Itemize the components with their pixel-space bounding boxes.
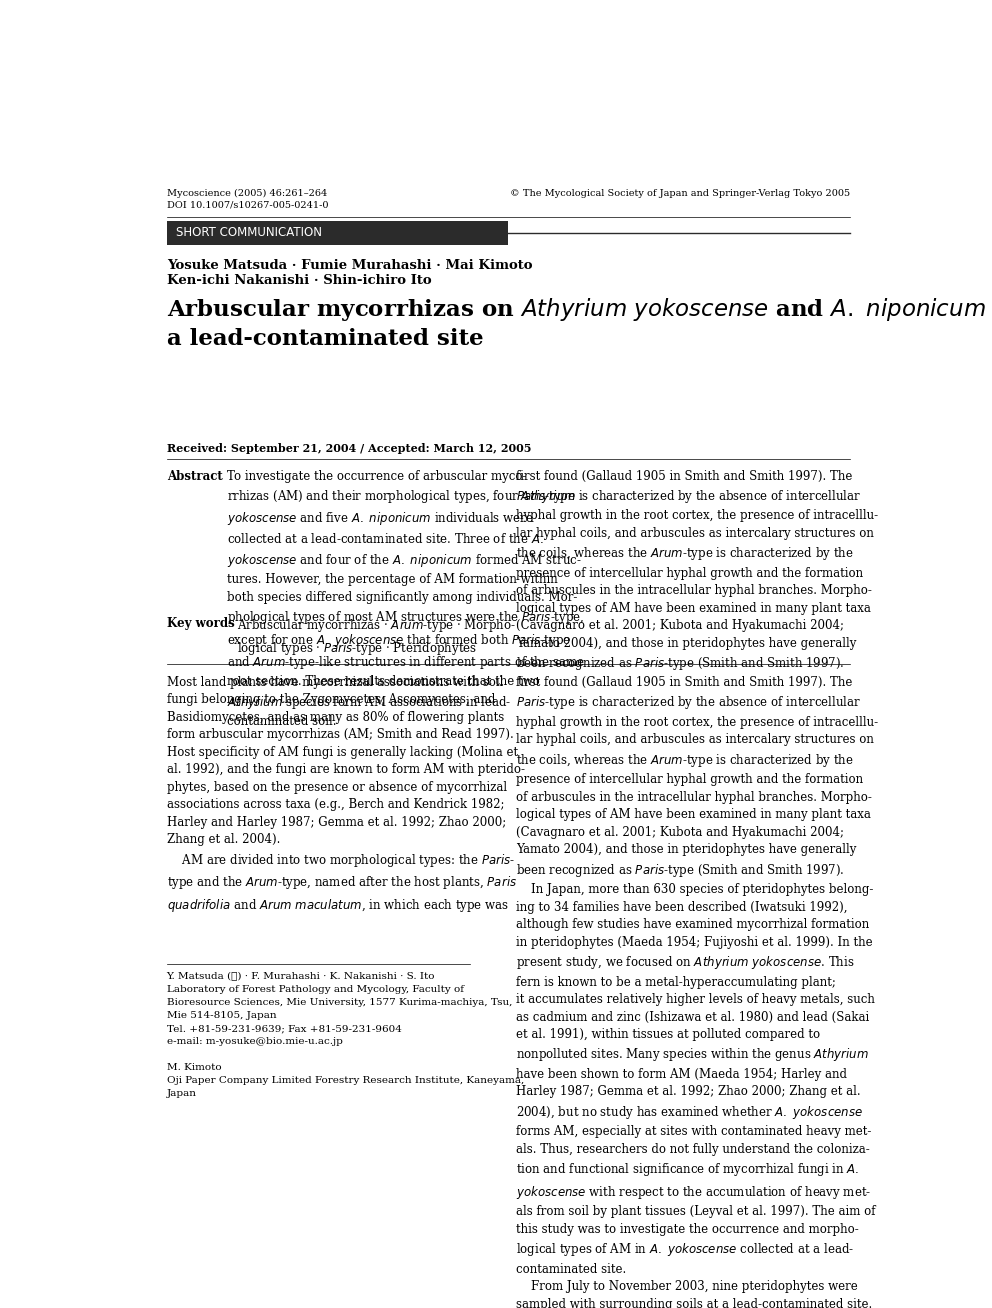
Text: Mycoscience (2005) 46:261–264: Mycoscience (2005) 46:261–264 — [167, 190, 327, 199]
Text: Laboratory of Forest Pathology and Mycology, Faculty of: Laboratory of Forest Pathology and Mycol… — [167, 985, 463, 994]
Text: Most land plants have mycorrhizal associations with soil
fungi belonging to the : Most land plants have mycorrhizal associ… — [167, 676, 525, 914]
Text: Received: September 21, 2004 / Accepted: March 12, 2005: Received: September 21, 2004 / Accepted:… — [167, 443, 531, 454]
Text: Tel. +81-59-231-9639; Fax +81-59-231-9604: Tel. +81-59-231-9639; Fax +81-59-231-960… — [167, 1024, 402, 1033]
Text: SHORT COMMUNICATION: SHORT COMMUNICATION — [176, 226, 321, 239]
Text: Bioresource Sciences, Mie University, 1577 Kurima-machiya, Tsu,: Bioresource Sciences, Mie University, 15… — [167, 998, 512, 1007]
Text: Oji Paper Company Limited Forestry Research Institute, Kaneyama,: Oji Paper Company Limited Forestry Resea… — [167, 1076, 524, 1086]
Text: M. Kimoto: M. Kimoto — [167, 1063, 221, 1073]
Text: Y. Matsuda (✉) · F. Murahashi · K. Nakanishi · S. Ito: Y. Matsuda (✉) · F. Murahashi · K. Nakan… — [167, 972, 435, 981]
Text: first found (Gallaud 1905 in Smith and Smith 1997). The
$\it{Paris}$-type is cha: first found (Gallaud 1905 in Smith and S… — [516, 470, 878, 672]
Text: Arbuscular mycorrhizas on $\mathbf{\it{Athyrium\ yokoscense}}$ and $\mathbf{\it{: Arbuscular mycorrhizas on $\mathbf{\it{A… — [167, 296, 992, 349]
Text: Japan: Japan — [167, 1090, 196, 1099]
Text: Yosuke Matsuda · Fumie Murahashi · Mai Kimoto: Yosuke Matsuda · Fumie Murahashi · Mai K… — [167, 259, 532, 272]
Text: Arbuscular mycorrhizas · $\it{Arum}$-type · Morpho-
logical types · $\it{Paris}$: Arbuscular mycorrhizas · $\it{Arum}$-typ… — [237, 617, 517, 657]
Bar — [167, 221, 509, 245]
Text: DOI 10.1007/s10267-005-0241-0: DOI 10.1007/s10267-005-0241-0 — [167, 200, 328, 209]
Text: To investigate the occurrence of arbuscular myco-
rrhizas (AM) and their morphol: To investigate the occurrence of arbuscu… — [226, 470, 584, 729]
Text: Ken-ichi Nakanishi · Shin-ichiro Ito: Ken-ichi Nakanishi · Shin-ichiro Ito — [167, 273, 432, 286]
Text: e-mail: m-yosuke@bio.mie-u.ac.jp: e-mail: m-yosuke@bio.mie-u.ac.jp — [167, 1037, 342, 1046]
Text: Mie 514-8105, Japan: Mie 514-8105, Japan — [167, 1011, 276, 1020]
Text: first found (Gallaud 1905 in Smith and Smith 1997). The
$\it{Paris}$-type is cha: first found (Gallaud 1905 in Smith and S… — [516, 676, 878, 1308]
Text: Abstract: Abstract — [167, 470, 222, 483]
Text: © The Mycological Society of Japan and Springer-Verlag Tokyo 2005: © The Mycological Society of Japan and S… — [510, 190, 850, 199]
Text: Key words: Key words — [167, 617, 234, 630]
